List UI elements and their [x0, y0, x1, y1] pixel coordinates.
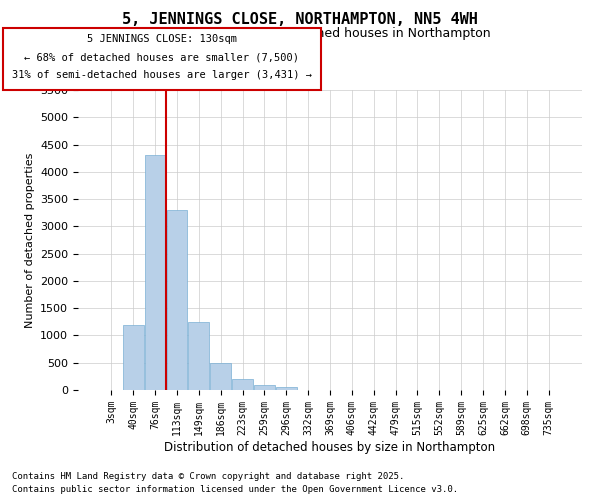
Text: 31% of semi-detached houses are larger (3,431) →: 31% of semi-detached houses are larger (…	[12, 70, 312, 80]
Bar	[232, 379, 253, 390]
Bar	[167, 210, 187, 390]
X-axis label: Distribution of detached houses by size in Northampton: Distribution of detached houses by size …	[164, 440, 496, 454]
Text: 5 JENNINGS CLOSE: 130sqm: 5 JENNINGS CLOSE: 130sqm	[87, 34, 237, 44]
Text: Contains HM Land Registry data © Crown copyright and database right 2025.: Contains HM Land Registry data © Crown c…	[12, 472, 404, 481]
Text: Size of property relative to detached houses in Northampton: Size of property relative to detached ho…	[110, 28, 490, 40]
Y-axis label: Number of detached properties: Number of detached properties	[25, 152, 35, 328]
Text: ← 68% of detached houses are smaller (7,500): ← 68% of detached houses are smaller (7,…	[25, 52, 299, 62]
Text: 5, JENNINGS CLOSE, NORTHAMPTON, NN5 4WH: 5, JENNINGS CLOSE, NORTHAMPTON, NN5 4WH	[122, 12, 478, 28]
Bar	[254, 385, 275, 390]
Bar	[210, 362, 231, 390]
Bar	[188, 322, 209, 390]
Bar	[123, 324, 143, 390]
Text: Contains public sector information licensed under the Open Government Licence v3: Contains public sector information licen…	[12, 485, 458, 494]
Bar	[145, 156, 166, 390]
Bar	[276, 388, 296, 390]
